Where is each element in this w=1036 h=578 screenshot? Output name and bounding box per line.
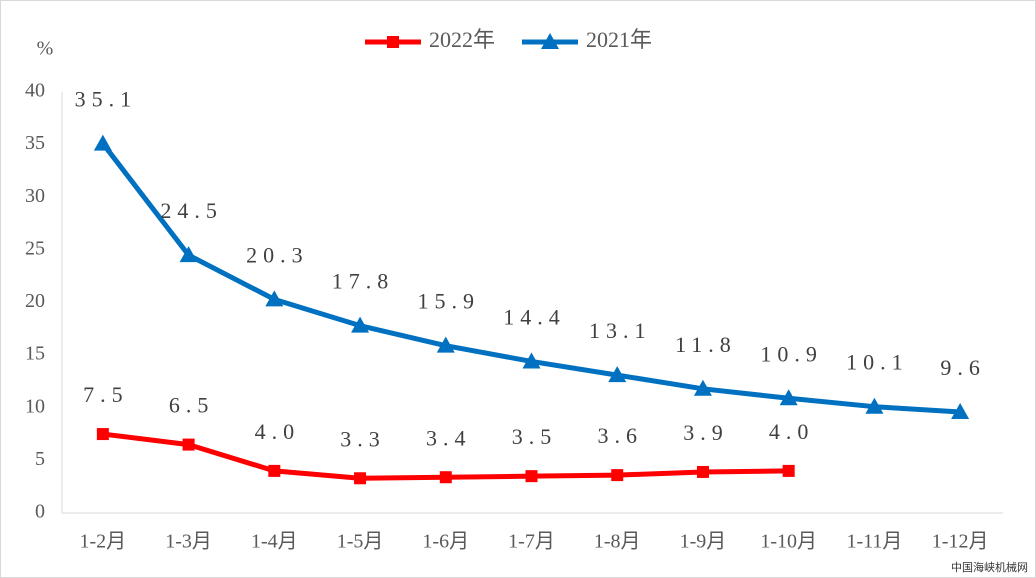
data-label: 3.6 (597, 423, 643, 448)
watermark: 中国海峡机械网 (951, 560, 1028, 574)
data-label: 4.0 (769, 419, 815, 444)
x-tick-label: 1-6月 (422, 531, 469, 553)
legend-label: 2021年 (586, 27, 652, 52)
y-tick-label: 10 (25, 395, 45, 417)
data-label: 15.9 (418, 289, 481, 314)
data-point (782, 464, 795, 477)
data-point (693, 379, 712, 396)
y-tick-label: 30 (25, 185, 45, 207)
data-label: 3.3 (340, 426, 386, 451)
data-label: 35.1 (75, 87, 138, 112)
data-label: 7.5 (83, 382, 129, 407)
y-tick-label: 0 (35, 501, 45, 523)
data-point (179, 246, 198, 263)
data-point (96, 428, 109, 441)
data-label: 4.0 (255, 419, 301, 444)
data-label: 17.8 (332, 269, 395, 294)
data-point (522, 352, 541, 369)
data-label: 10.9 (760, 341, 823, 366)
data-label: 24.5 (160, 198, 223, 223)
data-label: 9.6 (940, 355, 986, 380)
data-point (608, 366, 627, 383)
x-tick-label: 1-7月 (508, 531, 555, 553)
x-tick-label: 1-4月 (251, 531, 298, 553)
data-point (439, 471, 452, 484)
data-point (354, 472, 367, 485)
data-label: 20.3 (246, 242, 309, 267)
y-tick-label: 35 (25, 132, 45, 154)
x-tick-label: 1-11月 (846, 531, 902, 553)
data-label: 13.1 (589, 318, 652, 343)
data-point (951, 402, 970, 419)
legend-marker (387, 36, 399, 48)
legend-label: 2022年 (429, 27, 495, 52)
data-point (436, 336, 455, 353)
data-point (779, 389, 798, 406)
data-point (611, 469, 624, 482)
x-tick-label: 1-10月 (760, 531, 817, 553)
data-label: 6.5 (169, 393, 215, 418)
data-point (268, 464, 281, 477)
y-tick-label: 25 (25, 237, 45, 259)
y-tick-label: 20 (25, 290, 45, 312)
data-point (696, 465, 709, 478)
data-label: 3.4 (426, 425, 472, 450)
y-axis-label: % (37, 38, 54, 60)
x-tick-label: 1-9月 (680, 531, 727, 553)
data-label: 3.9 (683, 420, 729, 445)
x-tick-label: 1-5月 (337, 531, 384, 553)
x-tick-label: 1-8月 (594, 531, 641, 553)
data-point (265, 290, 284, 307)
y-tick-label: 40 (25, 80, 45, 102)
x-tick-label: 1-12月 (932, 531, 989, 553)
data-point (182, 438, 195, 451)
y-tick-label: 15 (25, 343, 45, 365)
legend-marker (541, 33, 559, 49)
data-label: 10.1 (846, 350, 909, 375)
data-label: 11.8 (675, 332, 737, 357)
x-tick-label: 1-2月 (80, 531, 127, 553)
data-point (93, 134, 112, 151)
data-label: 3.5 (512, 424, 558, 449)
data-point (525, 470, 538, 483)
y-tick-label: 5 (35, 448, 45, 470)
data-point (351, 316, 370, 333)
data-label: 14.4 (503, 304, 566, 329)
x-tick-label: 1-3月 (165, 531, 212, 553)
data-point (865, 397, 884, 414)
